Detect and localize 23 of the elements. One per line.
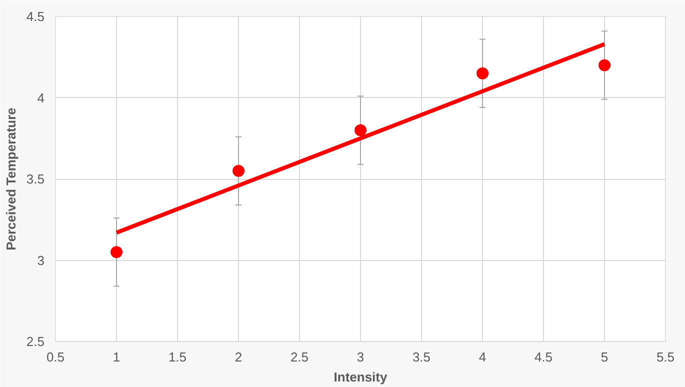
y-tick-label: 3 — [37, 252, 45, 268]
point — [354, 124, 366, 136]
x-tick-label: 4 — [478, 350, 486, 364]
y-tick-label: 4.5 — [26, 9, 45, 24]
x-tick-label: 0.5 — [46, 350, 65, 364]
x-tick-label: 1 — [112, 350, 120, 364]
point — [232, 164, 244, 177]
x-tick-label: 2.5 — [290, 350, 309, 364]
point — [110, 246, 122, 258]
x-tick-label: 2 — [234, 350, 242, 364]
y-tick-label: 3.5 — [26, 172, 45, 186]
point — [598, 59, 610, 72]
x-tick-label: 5 — [600, 350, 608, 364]
x-tick-label: 3.5 — [412, 350, 431, 364]
y-axis-title: Perceived Temperature — [3, 108, 18, 250]
y-tick-label: 2.5 — [26, 334, 45, 349]
x-tick-label: 1.5 — [168, 350, 187, 364]
x-axis-title: Intensity — [334, 370, 388, 384]
x-tick-label: 4.5 — [534, 350, 553, 364]
x-tick-label: 3 — [356, 350, 364, 364]
point — [476, 67, 488, 80]
x-tick-label: 5.5 — [656, 350, 675, 364]
y-tick-label: 4 — [37, 90, 45, 106]
